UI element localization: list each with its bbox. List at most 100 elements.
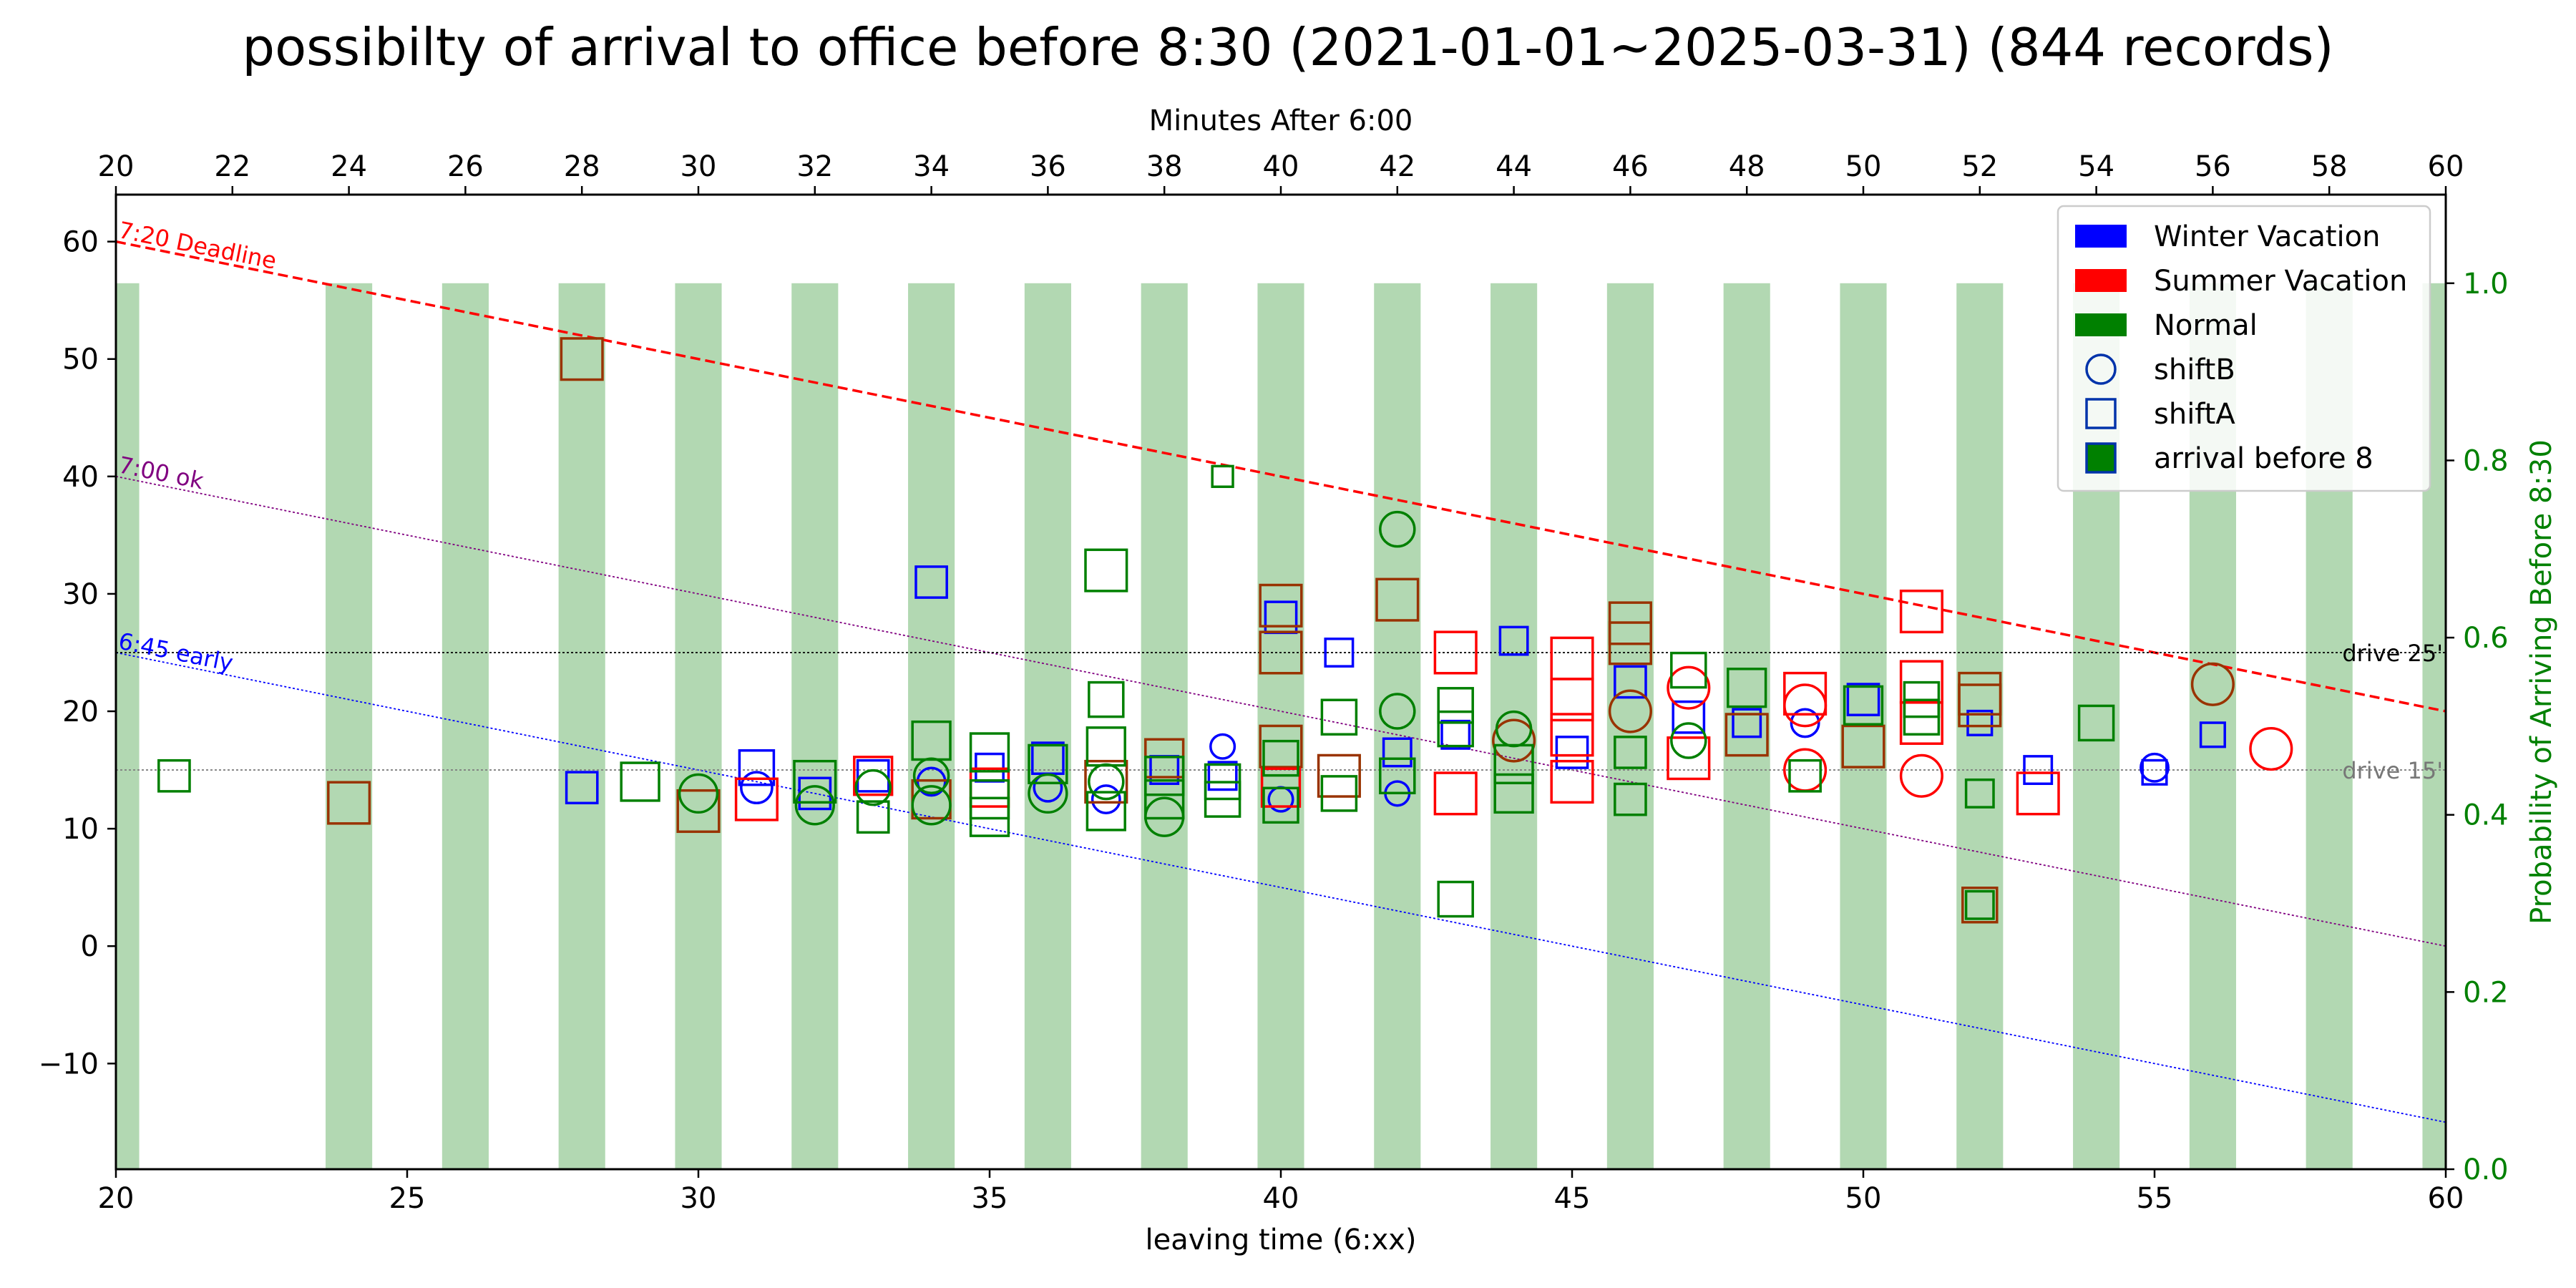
y-tick-label: 0: [81, 930, 99, 963]
x-top-tick-label: 38: [1146, 150, 1183, 183]
data-point: [1320, 775, 1358, 812]
data-point: [1259, 724, 1303, 769]
data-point: [2249, 726, 2293, 771]
x-tick-label: 30: [680, 1182, 717, 1215]
data-point: [1091, 784, 1121, 815]
data-point: [1492, 718, 1536, 763]
data-point: [1437, 687, 1474, 724]
data-point: [1144, 779, 1185, 820]
data-point: [1964, 889, 1995, 920]
data-point: [1846, 683, 1880, 716]
data-point: [1608, 621, 1652, 665]
legend-label: shiftA: [2154, 398, 2235, 431]
data-point: [1437, 710, 1474, 748]
x-top-tick-label: 34: [913, 150, 950, 183]
data-point: [2199, 721, 2226, 748]
data-point: [1903, 698, 1941, 736]
legend-label: Summer Vacation: [2154, 265, 2407, 298]
data-point: [1899, 589, 1943, 634]
data-point: [1958, 683, 2002, 728]
legend-label: Normal: [2154, 309, 2258, 342]
legend-swatch: [2075, 225, 2127, 248]
x-axis-label: leaving time (6:xx): [1145, 1224, 1416, 1257]
data-point: [1550, 678, 1594, 722]
data-point: [1440, 719, 1471, 750]
y-right-tick-label: 0.4: [2463, 799, 2509, 832]
data-point: [1670, 722, 1707, 759]
probability-bar: [675, 283, 722, 1170]
data-point: [1379, 757, 1416, 795]
legend-label: shiftB: [2154, 353, 2235, 386]
data-point: [1732, 708, 1762, 738]
y-right-tick-label: 1.0: [2463, 268, 2509, 301]
y-right-tick-label: 0.2: [2463, 976, 2509, 1009]
legend-marker: [2085, 442, 2117, 474]
data-point: [2140, 752, 2170, 783]
x-tick-label: 25: [389, 1182, 426, 1215]
x-top-tick-label: 24: [331, 150, 367, 183]
y-right-tick-label: 0.6: [2463, 622, 2509, 655]
legend-box: [2057, 205, 2431, 492]
y-right-axis-label: Probability of Arriving Before 8:30: [2525, 439, 2558, 924]
data-point: [912, 757, 950, 795]
data-point: [1727, 668, 1767, 708]
probability-bar: [1723, 283, 1770, 1170]
data-point: [1667, 736, 1711, 781]
y-tick-label: 10: [62, 813, 99, 846]
x-top-tick-label: 30: [680, 150, 717, 183]
data-point: [1084, 759, 1128, 804]
data-point: [676, 789, 721, 834]
data-point: [740, 771, 774, 805]
x-tick-label: 60: [2428, 1182, 2464, 1215]
data-point: [1085, 726, 1126, 767]
data-point: [1088, 680, 1125, 718]
x-top-tick-label: 40: [1263, 150, 1299, 183]
data-point: [2016, 771, 2060, 816]
probability-bar: [791, 283, 839, 1170]
data-point: [794, 785, 835, 826]
y-tick-label: 20: [62, 696, 99, 728]
data-point: [1608, 689, 1652, 733]
y-right-tick-label: 0.0: [2463, 1153, 2509, 1186]
y-tick-label: 50: [62, 343, 99, 376]
data-point: [1085, 791, 1126, 831]
data-point: [969, 796, 1010, 837]
reference-line: [116, 652, 2446, 1123]
data-point: [916, 766, 947, 797]
data-point: [856, 758, 890, 793]
x-top-tick-label: 20: [98, 150, 135, 183]
data-point: [2141, 758, 2168, 786]
data-point: [1783, 683, 1828, 728]
data-point: [1550, 636, 1594, 680]
y-tick-label: 40: [62, 461, 99, 494]
legend-label: Winter Vacation: [2154, 220, 2380, 253]
x-top-axis-label: Minutes After 6:00: [1149, 104, 1413, 137]
data-point: [1783, 671, 1828, 716]
data-point: [1899, 701, 1943, 745]
data-point: [1550, 713, 1594, 757]
data-point: [1724, 713, 1769, 757]
x-top-tick-label: 42: [1379, 150, 1415, 183]
x-tick-label: 55: [2137, 1182, 2173, 1215]
data-point: [620, 761, 660, 802]
data-point: [1667, 665, 1711, 710]
data-point: [738, 749, 776, 786]
x-top-tick-label: 36: [1030, 150, 1066, 183]
x-top-tick-label: 28: [564, 150, 600, 183]
data-point: [1437, 880, 1474, 918]
data-point: [1493, 773, 1534, 814]
y-tick-label: −10: [39, 1048, 99, 1080]
reference-line: [116, 475, 2446, 947]
data-point: [1899, 753, 1943, 798]
probability-bar: [1606, 283, 1654, 1170]
data-point: [1144, 796, 1185, 837]
probability-bar: [116, 283, 140, 1170]
reference-line-label: drive 25': [2342, 640, 2443, 667]
x-top-tick-label: 26: [447, 150, 484, 183]
data-point: [1211, 464, 1234, 488]
data-point: [1320, 698, 1358, 736]
data-point: [1382, 737, 1413, 768]
data-point: [1324, 638, 1355, 668]
x-top-tick-label: 46: [1612, 150, 1649, 183]
x-tick-label: 40: [1263, 1182, 1299, 1215]
